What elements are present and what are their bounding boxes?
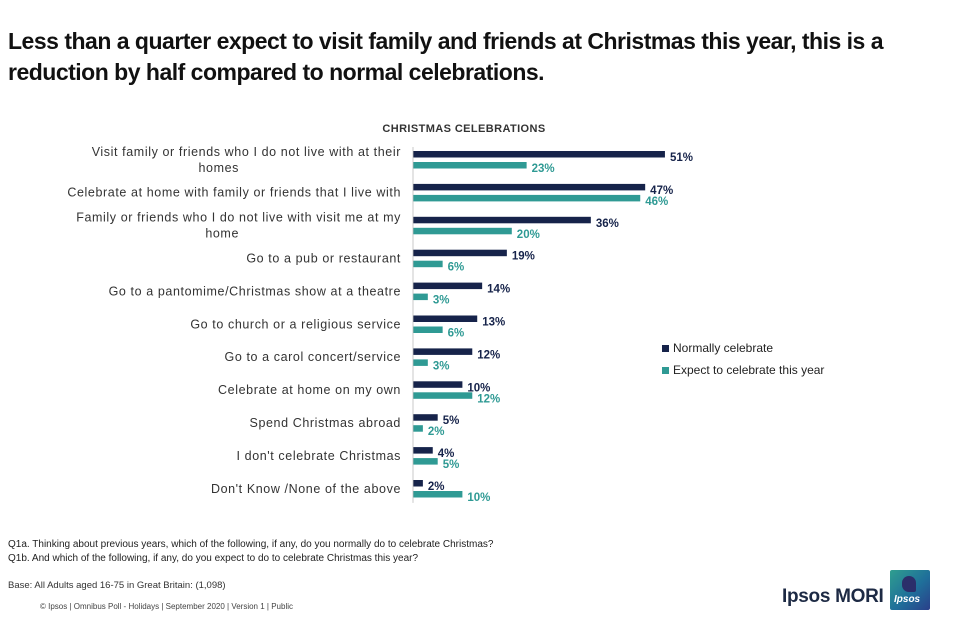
logo-text: Ipsos [894,594,921,605]
bar [413,381,463,388]
note-q1b: Q1b. And which of the following, if any,… [8,553,419,564]
category-label: Don't Know /None of the above [211,482,401,496]
data-label: 3% [433,295,450,307]
bar [413,216,591,224]
bar [413,447,433,454]
data-label: 12% [477,349,500,361]
legend-label-normally: Normally celebrate [673,341,774,355]
bar [413,183,646,191]
footer-text: © Ipsos | Omnibus Poll - Holidays | Sept… [40,602,293,611]
data-label: 5% [443,459,460,471]
category-label: Go to church or a religious service [190,317,401,331]
logo-mark [902,576,916,592]
data-label: 12% [477,393,500,405]
data-label: 23% [532,163,555,175]
data-label: 6% [448,262,465,274]
category-label: home [205,227,239,241]
category-label: Go to a pub or restaurant [246,251,401,265]
bar [413,414,438,421]
bar [413,480,423,487]
data-label: 10% [467,382,490,394]
legend-swatch-this-year [662,366,669,374]
category-label: Celebrate at home on my own [218,383,401,397]
chart-title: CHRISTMAS CELEBRATIONS [382,123,545,135]
category-label: Celebrate at home with family or friends… [67,186,401,200]
bar [413,458,438,465]
data-label: 19% [512,251,535,263]
bar [413,359,428,366]
bar [413,392,473,399]
category-label: Go to a carol concert/service [225,350,402,364]
page-title: Less than a quarter expect to visit fami… [8,28,884,85]
data-label: 47% [650,185,673,197]
data-label: 4% [438,448,455,460]
legend-item-normally: Normally celebrate [662,337,824,359]
bar [413,282,483,290]
note-q1a: Q1a. Thinking about previous years, whic… [8,539,494,550]
bar [413,227,512,235]
question-notes: Q1a. Thinking about previous years, whic… [8,538,493,566]
category-label: I don't celebrate Christmas [237,449,402,463]
bar [413,249,507,257]
base-note: Base: All Adults aged 16-75 in Great Bri… [8,580,226,591]
legend-swatch-normally [662,344,669,352]
bar [413,151,665,158]
category-label: Go to a pantomime/Christmas show at a th… [109,284,401,298]
data-label: 46% [645,196,668,208]
data-label: 2% [428,481,445,493]
chart-legend: Normally celebrate Expect to celebrate t… [662,337,824,381]
data-label: 2% [428,426,445,438]
data-label: 5% [443,415,460,427]
category-label: Family or friends who I do not live with… [76,211,401,225]
bar [413,491,463,498]
brand-name: Ipsos MORI [782,586,884,607]
bar [413,425,423,432]
data-label: 51% [670,152,693,164]
legend-label-this-year: Expect to celebrate this year [673,363,825,377]
category-label: Visit family or friends who I do not liv… [92,145,401,159]
data-label: 6% [448,328,465,340]
ipsos-logo-icon: Ipsos [890,570,930,610]
category-label: homes [198,161,239,175]
bar [413,326,443,333]
data-label: 36% [596,218,619,230]
data-label: 10% [467,492,490,504]
bar-chart: CHRISTMAS CELEBRATIONS Visit family or fr… [67,123,693,504]
bar [413,315,478,322]
category-label: Spend Christmas abroad [250,416,401,430]
data-label: 13% [482,317,505,329]
data-label: 20% [517,229,540,241]
data-label: 3% [433,360,450,372]
legend-item-this-year: Expect to celebrate this year [662,359,824,381]
bar [413,348,473,355]
bar [413,194,641,202]
data-label: 14% [487,284,510,296]
bar [413,162,527,169]
bar [413,293,428,301]
bar [413,260,443,268]
